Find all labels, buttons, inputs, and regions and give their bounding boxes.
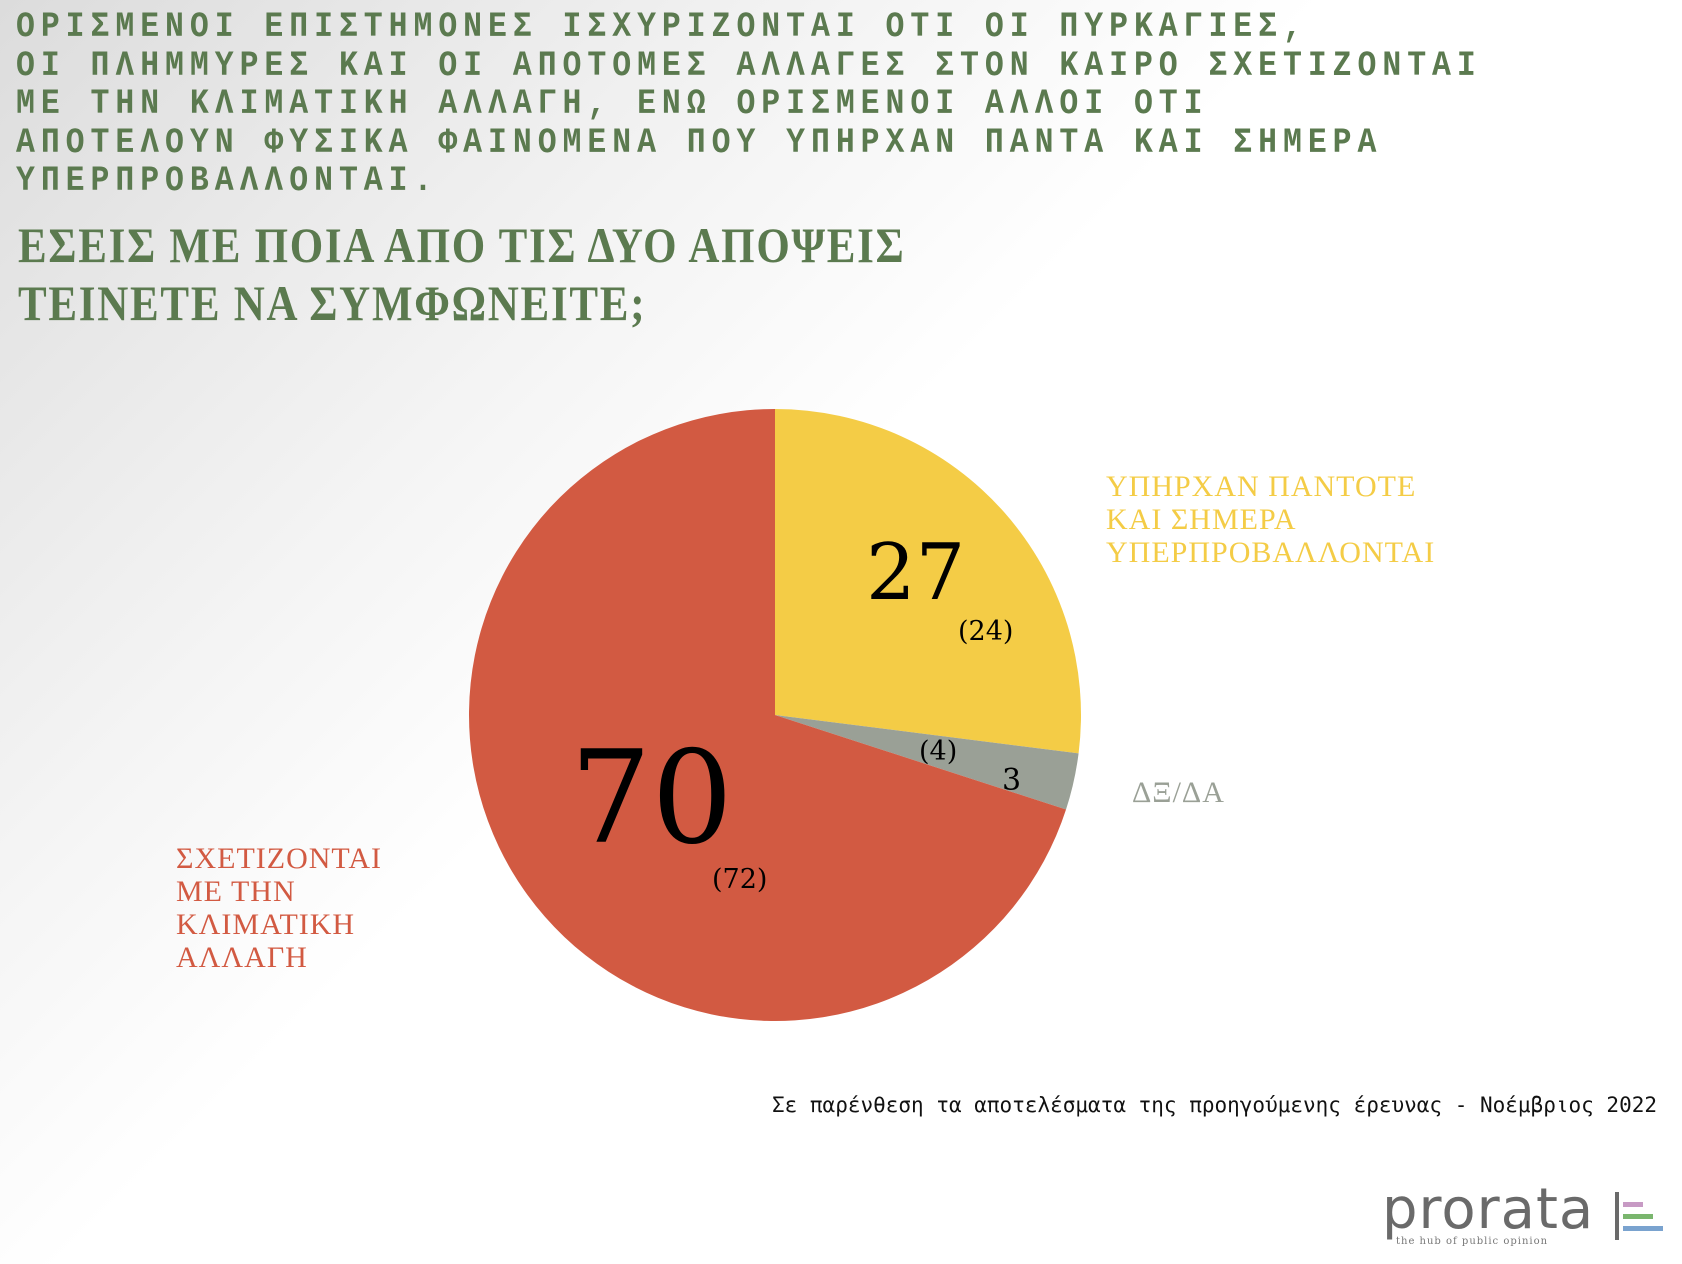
pie-slice-exaggerated xyxy=(775,409,1081,754)
slice-value-dk-na: 3 xyxy=(1002,763,1022,798)
slice-label-dk-na: ΔΞ/ΔΑ xyxy=(1132,776,1225,809)
slice-prev-climate-change: (72) xyxy=(712,864,768,895)
pie-slice-dk-na xyxy=(775,715,1079,810)
prorata-logo: prorata the hub of public opinion xyxy=(1382,1180,1672,1260)
slice-value-climate-change: 70 xyxy=(570,724,733,873)
slice-value-exaggerated: 27 xyxy=(866,528,966,618)
question-text: ΟΡΙΣΜΕΝΟΙ ΕΠΙΣΤΗΜΟΝΕΣ ΙΣΧΥΡΙΖΟΝΤΑΙ ΟΤΙ Ο… xyxy=(16,7,1482,201)
slice-label-climate-change: ΣΧΕΤΙΖΟΝΤΑΙ ΜΕ ΤΗΝ ΚΛΙΜΑΤΙΚΗ ΑΛΛΑΓΗ xyxy=(176,842,382,974)
pie-slice-climate-change xyxy=(469,409,1067,1021)
logo-bars-icon xyxy=(1615,1192,1665,1242)
slice-prev-dk-na: (4) xyxy=(919,736,958,767)
slice-label-exaggerated: ΥΠΗΡΧΑΝ ΠΑΝΤΟΤΕ ΚΑΙ ΣΗΜΕΡΑ ΥΠΕΡΠΡΟΒΑΛΛΟΝ… xyxy=(1106,470,1436,569)
slice-prev-exaggerated: (24) xyxy=(958,616,1014,647)
question-ask: ΕΣΕΙΣ ΜΕ ΠΟΙΑ ΑΠΟ ΤΙΣ ΔΥΟ ΑΠΟΨΕΙΣ ΤΕΙΝΕΤ… xyxy=(18,217,906,331)
footnote: Σε παρένθεση τα αποτελέσματα της προηγού… xyxy=(771,1093,1657,1117)
logo-tagline: the hub of public opinion xyxy=(1396,1236,1549,1247)
logo-wordmark: prorata xyxy=(1382,1177,1595,1242)
